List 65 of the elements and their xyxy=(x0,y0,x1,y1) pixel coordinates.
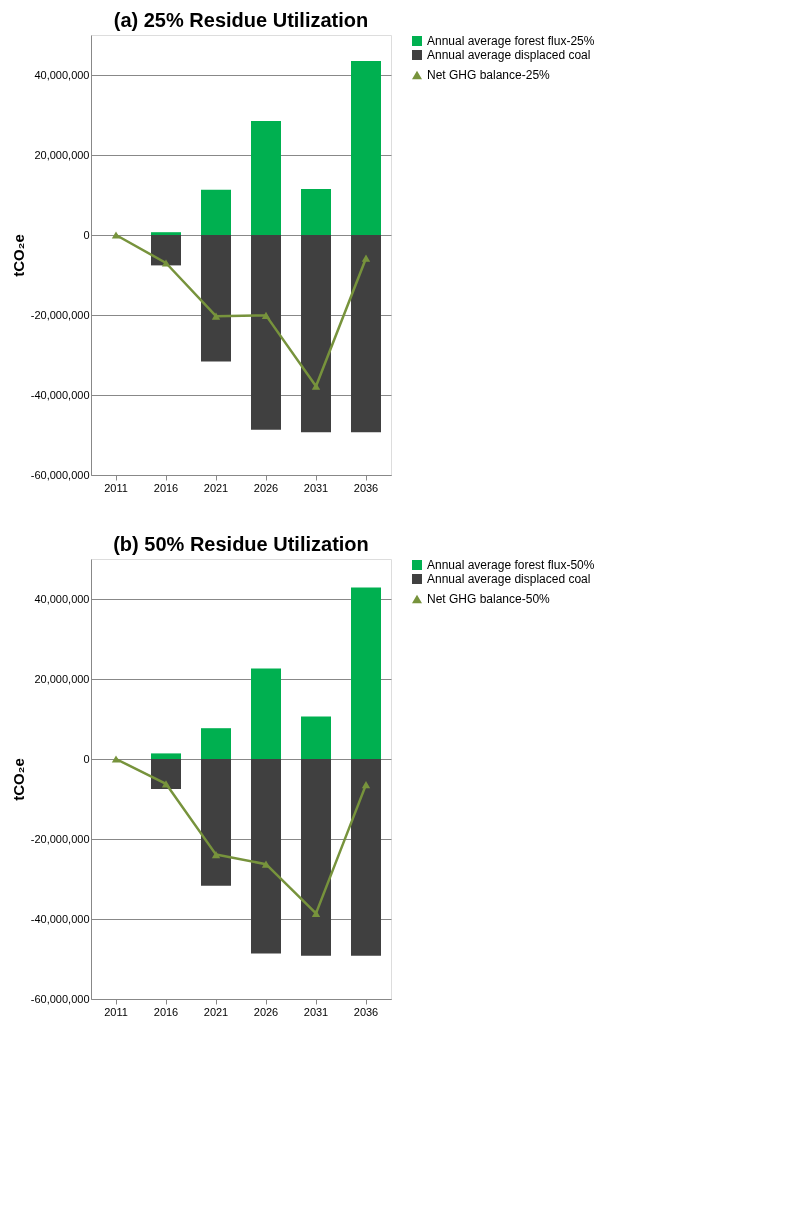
y-tick-label: 0 xyxy=(83,228,90,241)
x-tick-label: 2011 xyxy=(104,481,128,494)
point xyxy=(161,259,171,267)
y-tick-label: -20,000,000 xyxy=(30,308,90,321)
bar xyxy=(301,189,331,235)
x-tick-label: 2026 xyxy=(253,1005,279,1018)
bar xyxy=(351,61,381,235)
point xyxy=(361,780,371,789)
bar xyxy=(301,759,331,956)
x-tick-label: 2016 xyxy=(153,481,179,494)
bar xyxy=(251,759,281,954)
bar xyxy=(301,235,331,433)
bar xyxy=(151,232,181,235)
y-tick-label: 40,000,000 xyxy=(34,68,90,81)
bar xyxy=(351,759,381,956)
point xyxy=(111,755,121,763)
y-tick-label: 40,000,000 xyxy=(34,592,90,605)
x-tick-label: 2011 xyxy=(104,1005,128,1018)
x-tick-label: 2016 xyxy=(153,1005,179,1018)
bar xyxy=(351,587,381,759)
x-tick-label: 2036 xyxy=(353,1005,379,1018)
y-tick-label: 20,000,000 xyxy=(34,672,90,685)
y-axis-title: tCO₂e xyxy=(9,234,27,277)
legend-label: Net GHG balance-25% xyxy=(427,68,551,82)
chart-title: (a) 25% Residue Utilization xyxy=(113,9,369,31)
bar xyxy=(251,121,281,235)
point xyxy=(161,780,171,788)
bar xyxy=(251,235,281,430)
bar xyxy=(251,668,281,759)
legend-label: Annual average forest flux-25% xyxy=(427,34,595,48)
x-tick-label: 2021 xyxy=(203,481,229,494)
x-tick-label: 2026 xyxy=(253,481,279,494)
point xyxy=(211,312,221,320)
bar xyxy=(351,235,381,433)
y-axis-title: tCO₂e xyxy=(9,758,27,801)
bar xyxy=(201,235,231,362)
bar xyxy=(151,753,181,759)
bar xyxy=(201,759,231,886)
point xyxy=(211,850,221,859)
y-tick-label: -60,000,000 xyxy=(30,992,90,1005)
y-tick-label: -20,000,000 xyxy=(30,832,90,845)
x-tick-label: 2031 xyxy=(303,481,329,494)
bar xyxy=(151,235,181,266)
point xyxy=(361,254,371,262)
x-tick-label: 2031 xyxy=(303,1005,329,1018)
legend-label: Net GHG balance-50% xyxy=(427,592,551,606)
y-tick-label: -60,000,000 xyxy=(30,468,90,481)
x-tick-label: 2021 xyxy=(203,1005,229,1018)
point xyxy=(111,231,121,239)
point xyxy=(311,909,321,918)
legend-label: Annual average displaced coal xyxy=(427,48,591,62)
bar xyxy=(151,759,181,789)
x-tick-label: 2036 xyxy=(353,481,379,494)
chart-title: (b) 50% Residue Utilization xyxy=(113,533,369,555)
point xyxy=(261,311,271,320)
legend-label: Annual average forest flux-50% xyxy=(427,558,595,572)
bar xyxy=(201,189,231,235)
y-tick-label: -40,000,000 xyxy=(30,388,90,401)
y-tick-label: 20,000,000 xyxy=(34,148,90,161)
y-tick-label: 0 xyxy=(83,752,90,765)
bar xyxy=(301,716,331,759)
point xyxy=(311,382,321,390)
bar xyxy=(201,728,231,759)
legend-label: Annual average displaced coal xyxy=(427,572,591,586)
y-tick-label: -40,000,000 xyxy=(30,912,90,925)
